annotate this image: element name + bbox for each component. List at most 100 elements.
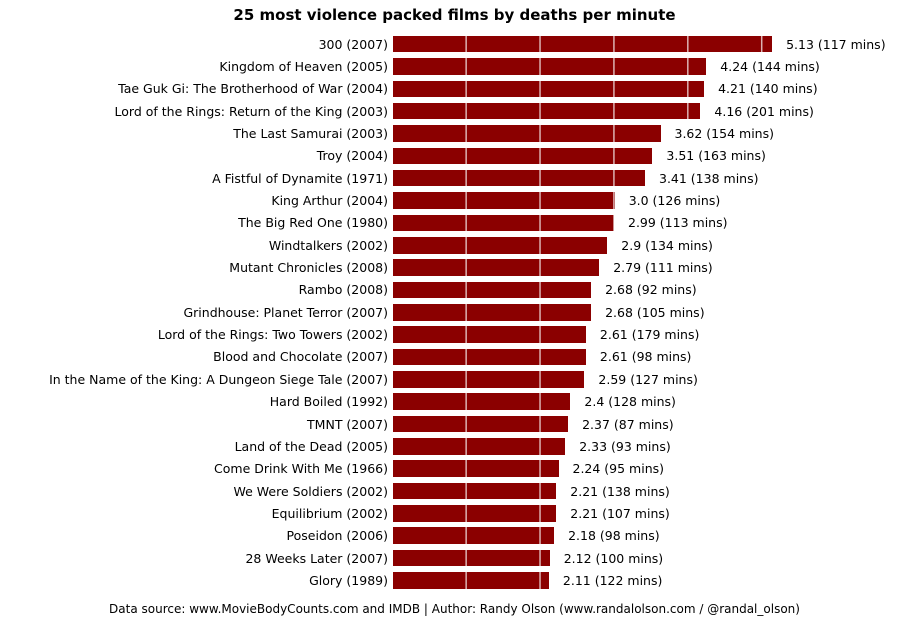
bar xyxy=(393,192,615,209)
bar xyxy=(393,572,549,589)
category-label: In the Name of the King: A Dungeon Siege… xyxy=(49,371,388,387)
category-label: TMNT (2007) xyxy=(307,416,388,432)
category-label: Tae Guk Gi: The Brotherhood of War (2004… xyxy=(118,81,388,97)
category-label: Windtalkers (2002) xyxy=(268,237,388,253)
category-label: Grindhouse: Planet Terror (2007) xyxy=(183,304,388,320)
value-label: 2.61 (98 mins) xyxy=(599,349,692,365)
chart-row: Equilibrium (2002) 2.21 (107 mins) xyxy=(0,502,909,524)
category-label: Lord of the Rings: Return of the King (2… xyxy=(114,103,388,119)
bar xyxy=(393,505,557,522)
category-label: King Arthur (2004) xyxy=(271,193,388,209)
category-label: The Big Red One (1980) xyxy=(238,215,388,231)
chart-row: 28 Weeks Later (2007) 2.12 (100 mins) xyxy=(0,547,909,569)
chart-title: 25 most violence packed films by deaths … xyxy=(233,6,676,24)
value-label: 2.18 (98 mins) xyxy=(568,528,660,544)
chart-row: TMNT (2007) 2.37 (87 mins) xyxy=(0,413,909,435)
value-label: 2.33 (93 mins) xyxy=(579,438,671,454)
bar xyxy=(393,214,614,232)
value-label: 2.11 (122 mins) xyxy=(562,572,663,588)
chart-row: Glory (1989) 2.11 (122 mins) xyxy=(0,569,909,591)
value-label: 5.13 (117 mins) xyxy=(786,36,886,52)
chart-row: Blood and Chocolate (2007) 2.61 (98 mins) xyxy=(0,346,909,368)
value-label: 2.4 (128 mins) xyxy=(584,394,676,410)
bar xyxy=(393,102,701,120)
category-label: Troy (2004) xyxy=(316,148,388,164)
bar xyxy=(393,169,645,187)
category-label: Blood and Chocolate (2007) xyxy=(213,349,388,365)
category-label: 300 (2007) xyxy=(318,36,388,52)
category-label: Equilibrium (2002) xyxy=(271,505,388,521)
bar xyxy=(393,125,661,142)
value-label: 2.37 (87 mins) xyxy=(582,416,674,432)
chart-row: Troy (2004) 3.51 (163 mins) xyxy=(0,145,909,167)
chart-row: Lord of the Rings: Return of the King (2… xyxy=(0,100,909,122)
category-label: Glory (1989) xyxy=(309,572,388,588)
chart-row: In the Name of the King: A Dungeon Siege… xyxy=(0,368,909,390)
value-label: 3.51 (163 mins) xyxy=(666,148,766,164)
chart-row: Lord of the Rings: Two Towers (2002) 2.61… xyxy=(0,323,909,345)
value-label: 2.68 (105 mins) xyxy=(605,304,705,320)
chart-rows: 300 (2007) 5.13 (117 mins) Kingdom of Heav… xyxy=(0,33,909,592)
chart-row: King Arthur (2004) 3.0 (126 mins) xyxy=(0,189,909,211)
chart-row: Windtalkers (2002) 2.9 (134 mins) xyxy=(0,234,909,256)
value-label: 2.68 (92 mins) xyxy=(605,282,697,298)
value-label: 2.12 (100 mins) xyxy=(563,550,664,566)
category-label: Poseidon (2006) xyxy=(286,528,388,544)
category-label: Lord of the Rings: Two Towers (2002) xyxy=(157,327,388,343)
chart-row: Come Drink With Me (1966) 2.24 (95 mins) xyxy=(0,458,909,480)
bar xyxy=(393,460,559,477)
bar xyxy=(393,237,608,254)
bar xyxy=(393,326,586,343)
value-label: 2.21 (107 mins) xyxy=(570,505,670,521)
chart-row: Tae Guk Gi: The Brotherhood of War (2004… xyxy=(0,78,909,100)
chart-row: The Big Red One (1980) 2.99 (113 mins) xyxy=(0,212,909,234)
bar xyxy=(393,147,653,165)
bar xyxy=(393,348,586,366)
bar xyxy=(393,281,592,299)
chart-row: We Were Soldiers (2002) 2.21 (138 mins) xyxy=(0,480,909,502)
footer-credit: Data source: www.MovieBodyCounts.com and… xyxy=(109,602,800,616)
chart-row: Land of the Dead (2005) 2.33 (93 mins) xyxy=(0,435,909,457)
category-label: 28 Weeks Later (2007) xyxy=(245,550,388,566)
value-label: 3.0 (126 mins) xyxy=(628,193,721,209)
value-label: 2.21 (138 mins) xyxy=(570,483,670,499)
value-label: 2.9 (134 mins) xyxy=(621,237,713,253)
chart-row: 300 (2007) 5.13 (117 mins) xyxy=(0,33,909,55)
category-label: Come Drink With Me (1966) xyxy=(214,461,388,477)
bar xyxy=(393,304,592,321)
bar xyxy=(393,482,557,500)
value-label: 4.24 (144 mins) xyxy=(720,59,820,75)
bar xyxy=(393,259,600,276)
bar xyxy=(393,438,566,455)
category-label: The Last Samurai (2003) xyxy=(233,126,388,142)
chart-row: Mutant Chronicles (2008) 2.79 (111 mins) xyxy=(0,256,909,278)
bar xyxy=(393,80,705,98)
category-label: Mutant Chronicles (2008) xyxy=(229,260,388,276)
value-label: 4.16 (201 mins) xyxy=(714,103,814,119)
chart-row: Grindhouse: Planet Terror (2007) 2.68 (10… xyxy=(0,301,909,323)
value-label: 3.41 (138 mins) xyxy=(659,170,759,186)
category-label: Land of the Dead (2005) xyxy=(234,438,388,454)
chart-row: The Last Samurai (2003) 3.62 (154 mins) xyxy=(0,122,909,144)
category-label: We Were Soldiers (2002) xyxy=(233,483,388,499)
category-label: A Fistful of Dynamite (1971) xyxy=(212,170,388,186)
bar xyxy=(393,393,571,410)
bar xyxy=(393,415,569,433)
bar xyxy=(393,371,585,388)
category-label: Hard Boiled (1992) xyxy=(269,394,388,410)
bar xyxy=(393,527,555,544)
value-label: 2.61 (179 mins) xyxy=(599,327,700,343)
value-label: 3.62 (154 mins) xyxy=(674,126,774,142)
chart-row: Hard Boiled (1992) 2.4 (128 mins) xyxy=(0,391,909,413)
category-label: Rambo (2008) xyxy=(298,282,388,298)
chart-row: A Fistful of Dynamite (1971) 3.41 (138 mi… xyxy=(0,167,909,189)
value-label: 2.24 (95 mins) xyxy=(572,461,665,477)
chart-row: Kingdom of Heaven (2005) 4.24 (144 mins) xyxy=(0,55,909,77)
bar xyxy=(393,58,707,75)
bar xyxy=(393,549,550,567)
value-label: 4.21 (140 mins) xyxy=(718,81,818,97)
bar xyxy=(393,35,773,53)
value-label: 2.99 (113 mins) xyxy=(628,215,728,231)
category-label: Kingdom of Heaven (2005) xyxy=(219,59,388,75)
